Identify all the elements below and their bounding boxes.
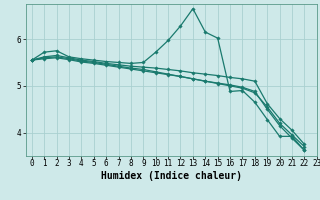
X-axis label: Humidex (Indice chaleur): Humidex (Indice chaleur) bbox=[101, 171, 242, 181]
